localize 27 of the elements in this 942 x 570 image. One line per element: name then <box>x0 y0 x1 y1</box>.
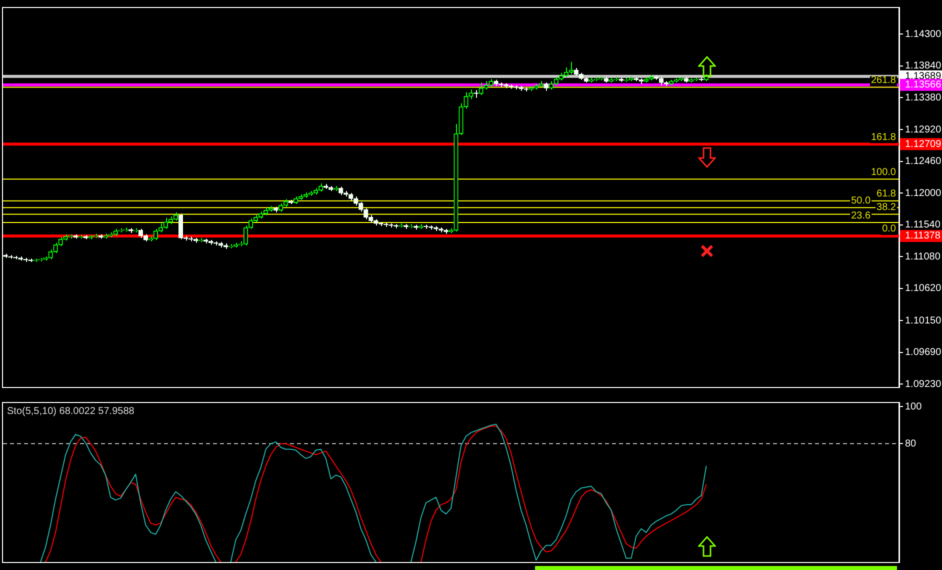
y-tick-label: 1.11378 <box>905 230 941 242</box>
annotation: 23.6 <box>851 210 871 222</box>
y-tick-label: 1.12460 <box>905 156 942 168</box>
annotation: 100.0 <box>870 166 896 178</box>
annotation: 61.8 <box>876 188 896 200</box>
annotation: 38.2 <box>876 202 896 214</box>
y-tick-label: 1.11080 <box>905 251 941 262</box>
y-tick-label: 1.12709 <box>905 138 942 150</box>
annotation: 161.8 <box>870 132 896 143</box>
y-tick-label: 1.11540 <box>905 220 941 231</box>
y-tick-label: 100 <box>905 401 922 412</box>
y-tick-label: 80 <box>905 438 917 450</box>
y-tick-label: 1.13380 <box>905 92 942 104</box>
y-tick-label: 1.10620 <box>905 283 942 294</box>
chart-title: Sto(5,5,10) 68.0022 57.9588 <box>7 406 135 417</box>
annotation: 0.0 <box>882 224 896 235</box>
y-tick-label: 1.09690 <box>905 347 942 358</box>
y-tick-label: 1.12920 <box>905 124 942 136</box>
y-tick-label: 1.13566 <box>905 80 942 91</box>
annotation: 261.8 <box>870 75 896 86</box>
annotation: 50.0 <box>851 195 871 206</box>
candlestick <box>478 82 484 96</box>
y-tick-label: 1.13840 <box>905 60 942 72</box>
y-tick-label: 1.10150 <box>905 315 942 326</box>
y-tick-label: 1.14300 <box>905 28 942 40</box>
y-tick-label: 1.12000 <box>905 188 942 199</box>
y-tick-label: 1.09230 <box>905 378 942 390</box>
